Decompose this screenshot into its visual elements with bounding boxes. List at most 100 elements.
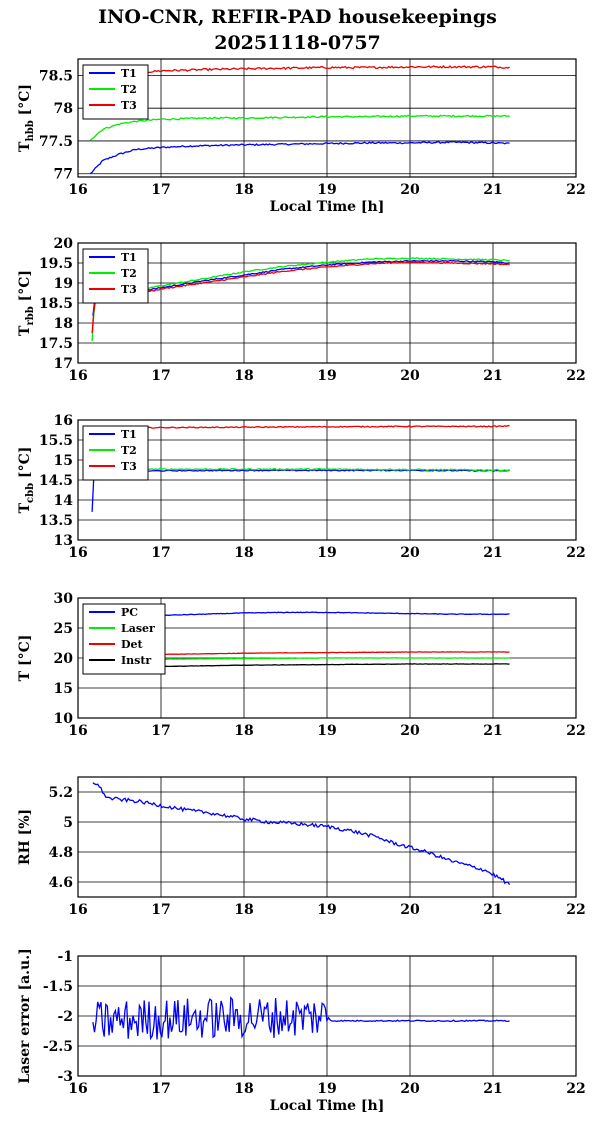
plot-frame bbox=[77, 776, 577, 898]
y-tick-label: 10 bbox=[54, 711, 74, 727]
x-tick-label: 21 bbox=[483, 368, 502, 384]
y-tick-label: 17 bbox=[54, 356, 73, 372]
x-axis-label: Local Time [h] bbox=[270, 199, 385, 215]
y-tick-label: 19.5 bbox=[39, 256, 73, 272]
legend-label: PC bbox=[121, 606, 138, 619]
x-tick-label: 20 bbox=[400, 545, 420, 561]
legend-label: T3 bbox=[121, 283, 137, 296]
x-tick-label: 22 bbox=[566, 182, 585, 198]
y-tick-label: 16 bbox=[54, 413, 73, 429]
legend-label: T2 bbox=[121, 83, 137, 96]
x-tick-label: 19 bbox=[317, 902, 336, 918]
y-axis-label: T [°C] bbox=[17, 635, 33, 682]
y-tick-label: 77.5 bbox=[39, 134, 73, 150]
chart-title-line2: 20251118-0757 bbox=[214, 32, 381, 54]
y-axis-label: Thbb [°C] bbox=[17, 84, 36, 152]
x-tick-label: 21 bbox=[483, 902, 502, 918]
series-line-t3 bbox=[90, 65, 510, 80]
series-line-t2 bbox=[94, 467, 510, 472]
x-tick-label: 17 bbox=[151, 545, 170, 561]
y-tick-label: 5.2 bbox=[49, 785, 73, 801]
series-line-t3 bbox=[94, 424, 510, 430]
legend-box bbox=[82, 603, 166, 675]
x-tick-label: 19 bbox=[317, 723, 336, 739]
x-tick-label: 22 bbox=[566, 1081, 585, 1097]
x-tick-label: 18 bbox=[234, 368, 253, 384]
series-line-data bbox=[92, 996, 510, 1041]
y-tick-label: 78.5 bbox=[39, 68, 73, 84]
y-tick-label: 25 bbox=[54, 621, 73, 637]
x-tick-label: 18 bbox=[234, 545, 253, 561]
series-line-t1 bbox=[92, 259, 510, 316]
y-tick-label: -1.5 bbox=[43, 979, 73, 995]
y-tick-label: -2 bbox=[57, 1009, 73, 1025]
x-tick-label: 17 bbox=[151, 368, 170, 384]
y-tick-label: 17.5 bbox=[39, 336, 73, 352]
x-tick-label: 20 bbox=[400, 182, 420, 198]
y-tick-label: 13.5 bbox=[39, 513, 73, 529]
series-line-t1 bbox=[91, 469, 510, 512]
x-tick-label: 16 bbox=[68, 1081, 87, 1097]
y-tick-label: 15.5 bbox=[39, 433, 73, 449]
x-tick-label: 20 bbox=[400, 723, 420, 739]
x-tick-label: 18 bbox=[234, 723, 253, 739]
x-tick-label: 17 bbox=[151, 182, 170, 198]
legend-label: T1 bbox=[121, 251, 137, 264]
series-line-t1 bbox=[90, 140, 510, 175]
x-tick-label: 21 bbox=[483, 182, 502, 198]
x-tick-label: 18 bbox=[234, 1081, 253, 1097]
y-axis-label: Laser error [a.u.] bbox=[17, 948, 33, 1083]
y-tick-label: 5 bbox=[63, 815, 73, 831]
y-tick-label: 78 bbox=[54, 101, 73, 117]
y-tick-label: 30 bbox=[54, 591, 74, 607]
x-tick-label: 22 bbox=[566, 902, 585, 918]
x-tick-label: 22 bbox=[566, 368, 585, 384]
x-tick-label: 19 bbox=[317, 1081, 336, 1097]
plot-frame bbox=[77, 242, 577, 364]
plot-frame bbox=[77, 419, 577, 541]
x-tick-label: 21 bbox=[483, 545, 502, 561]
y-tick-label: 18 bbox=[54, 316, 73, 332]
y-tick-label: -3 bbox=[57, 1069, 73, 1085]
x-tick-label: 18 bbox=[234, 182, 253, 198]
x-axis-label: Local Time [h] bbox=[270, 1098, 385, 1114]
plot-frame bbox=[77, 597, 577, 719]
x-tick-label: 16 bbox=[68, 182, 87, 198]
series-line-data bbox=[92, 782, 511, 885]
x-tick-label: 17 bbox=[151, 1081, 170, 1097]
x-tick-label: 16 bbox=[68, 902, 87, 918]
y-tick-label: 15 bbox=[54, 681, 73, 697]
y-tick-label: 20 bbox=[54, 236, 74, 252]
x-tick-label: 20 bbox=[400, 902, 420, 918]
y-tick-label: 19 bbox=[54, 276, 73, 292]
chart-title-line1: INO-CNR, REFIR-PAD housekeepings bbox=[98, 6, 497, 28]
plot-frame bbox=[77, 955, 577, 1077]
legend-label: T2 bbox=[121, 444, 137, 457]
y-tick-label: 15 bbox=[54, 453, 73, 469]
x-tick-label: 21 bbox=[483, 723, 502, 739]
x-tick-label: 19 bbox=[317, 545, 336, 561]
chart-title: INO-CNR, REFIR-PAD housekeepings 2025111… bbox=[0, 4, 595, 56]
legend-label: T1 bbox=[121, 67, 137, 80]
y-tick-label: 20 bbox=[54, 651, 74, 667]
y-tick-label: 13 bbox=[54, 533, 73, 549]
y-tick-label: 14.5 bbox=[39, 473, 73, 489]
y-tick-label: 18.5 bbox=[39, 296, 73, 312]
legend-label: Laser bbox=[121, 622, 155, 635]
series-line-t3 bbox=[91, 261, 510, 334]
y-tick-label: 14 bbox=[54, 493, 74, 509]
y-tick-label: -1 bbox=[57, 949, 73, 965]
x-tick-label: 19 bbox=[317, 368, 336, 384]
y-tick-label: -2.5 bbox=[43, 1039, 73, 1055]
x-tick-label: 17 bbox=[151, 723, 170, 739]
x-tick-label: 16 bbox=[68, 368, 87, 384]
series-line-t2 bbox=[91, 257, 510, 342]
legend-label: T3 bbox=[121, 460, 137, 473]
x-tick-label: 18 bbox=[234, 902, 253, 918]
y-axis-label: Tcbb [°C] bbox=[17, 447, 36, 514]
y-tick-label: 4.6 bbox=[49, 875, 73, 891]
y-axis-label: RH [%] bbox=[17, 809, 33, 865]
x-tick-label: 16 bbox=[68, 545, 87, 561]
x-tick-label: 16 bbox=[68, 723, 87, 739]
